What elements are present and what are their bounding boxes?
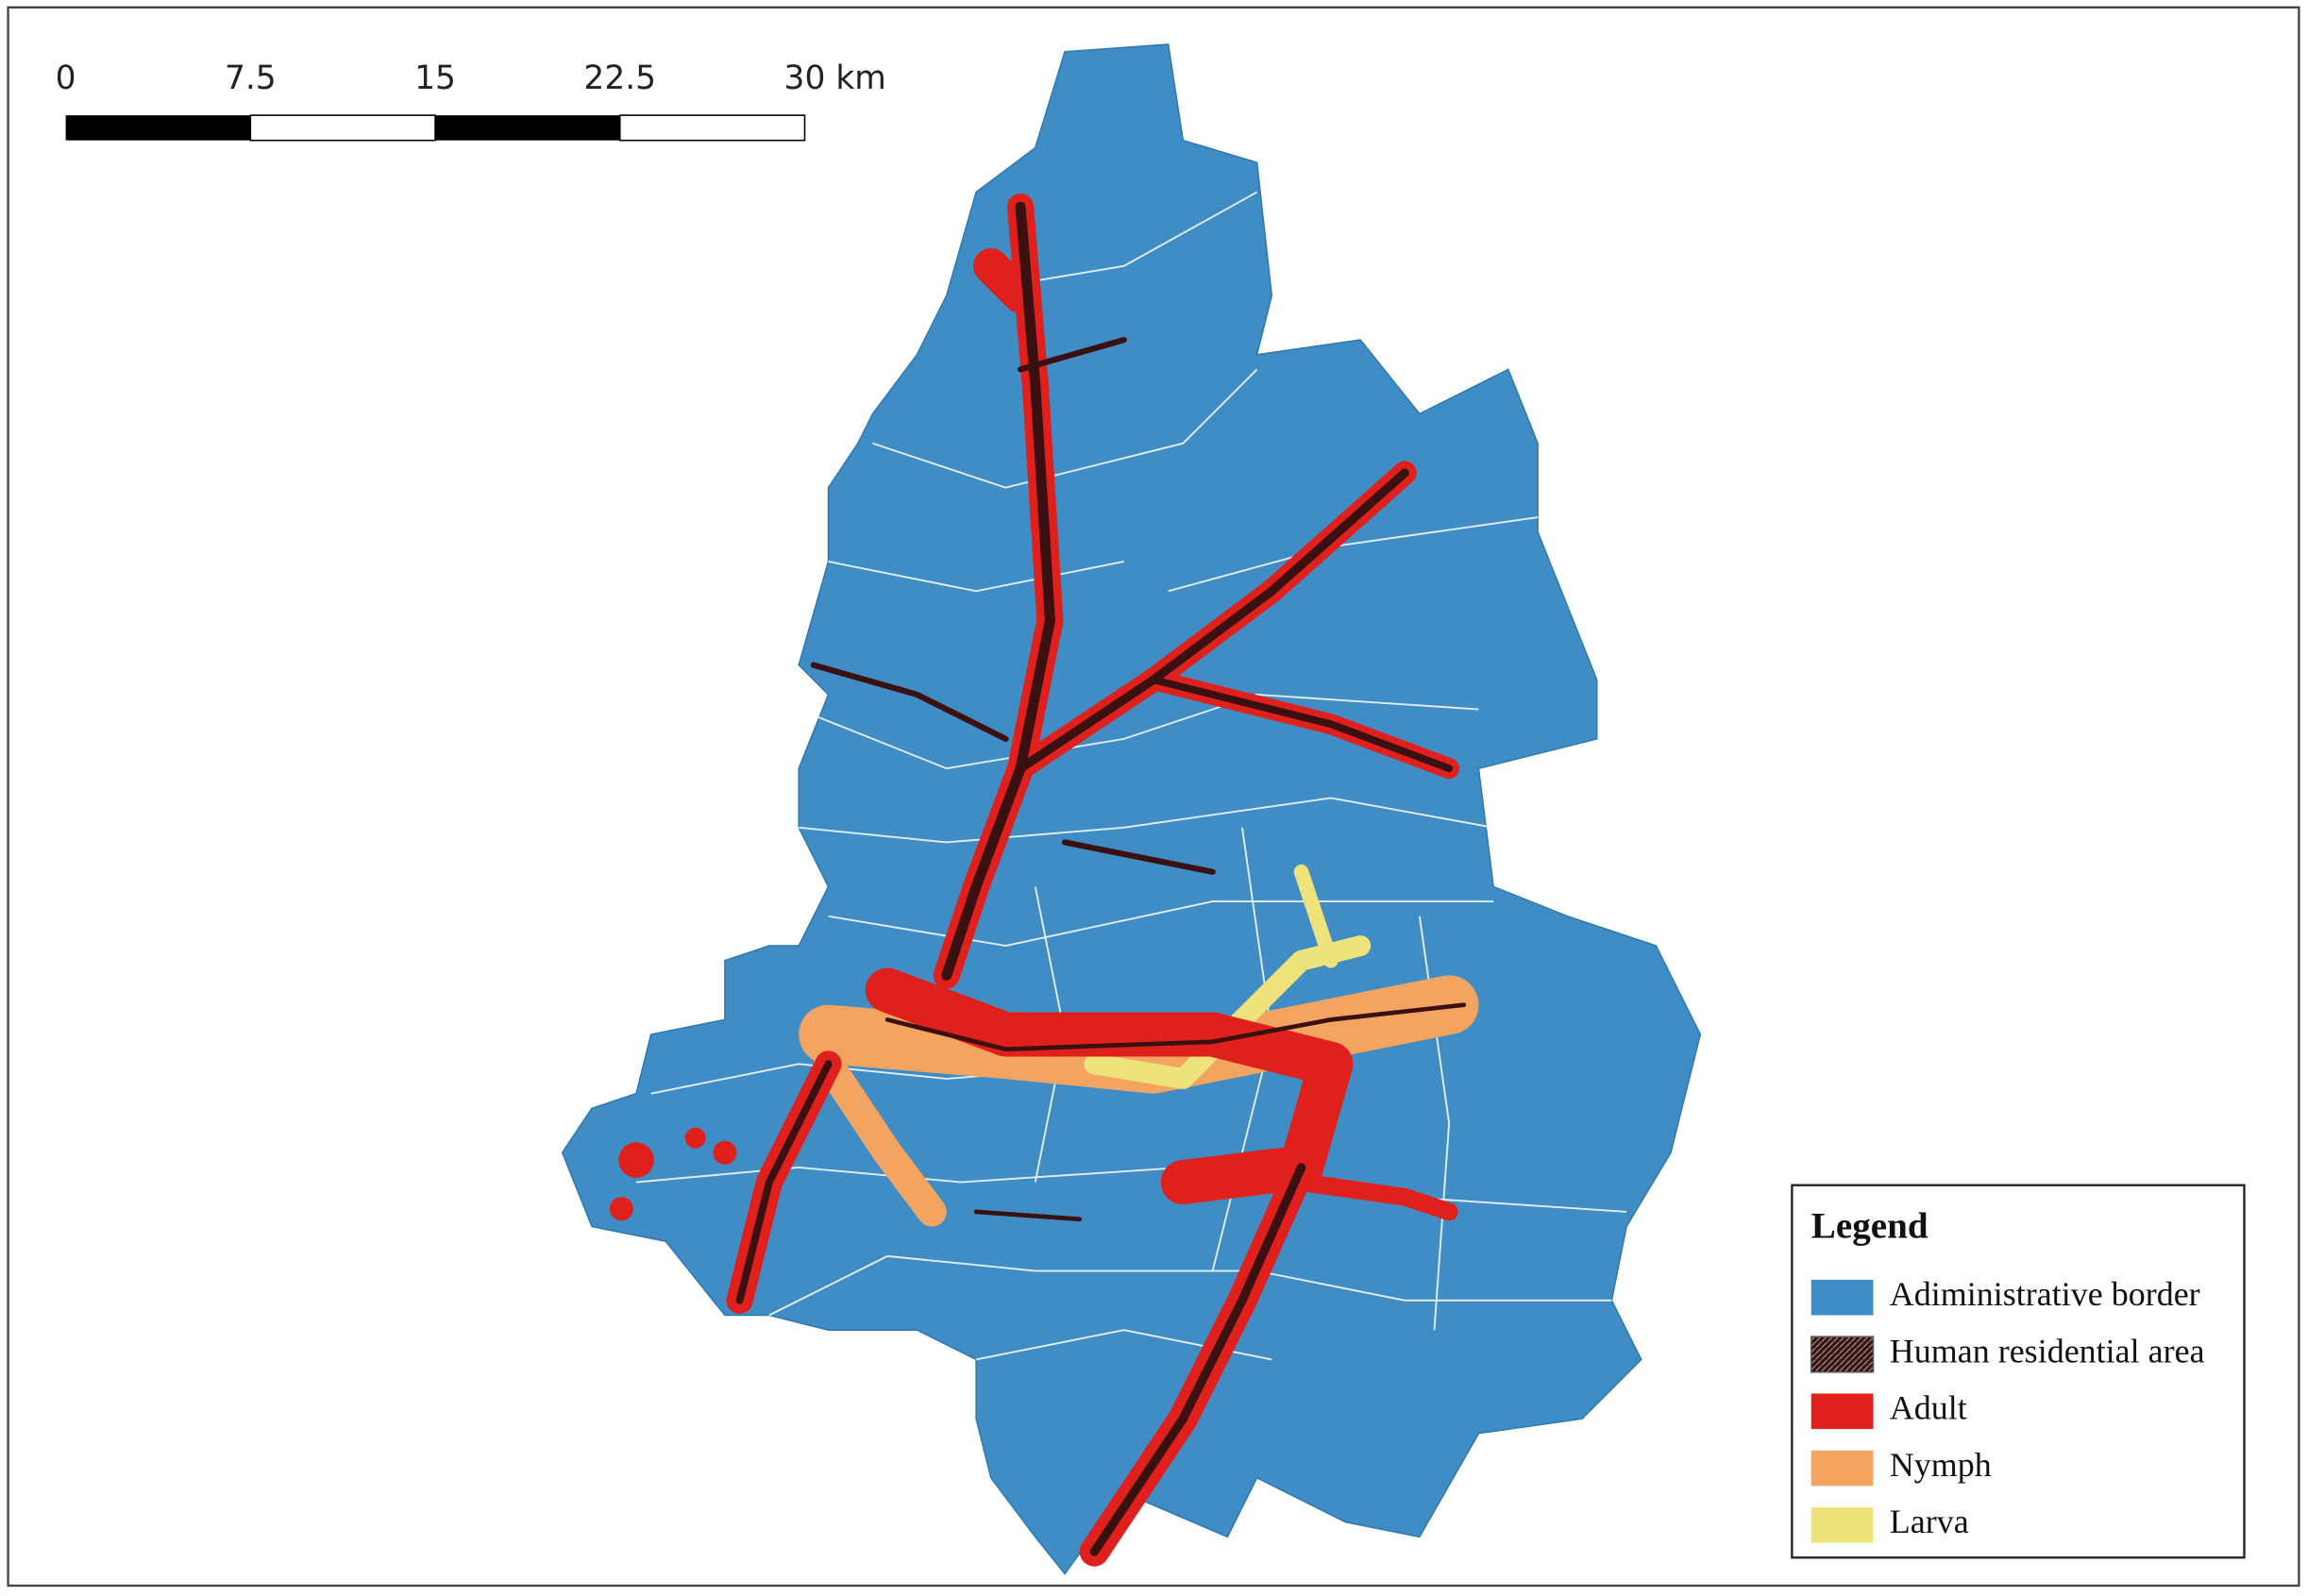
legend-label: Larva bbox=[1890, 1503, 1969, 1540]
scale-label: 15 bbox=[414, 59, 456, 97]
legend-label: Human residential area bbox=[1890, 1332, 2205, 1369]
scale-label: 7.5 bbox=[225, 59, 277, 97]
region bbox=[561, 43, 1702, 1575]
scale-bar bbox=[65, 114, 806, 142]
legend-swatch bbox=[1810, 1450, 1874, 1487]
legend-swatch bbox=[1810, 1393, 1874, 1430]
legend-title: Legend bbox=[1811, 1206, 1928, 1247]
legend-swatch bbox=[1810, 1336, 1875, 1373]
legend-swatch bbox=[1810, 1507, 1874, 1543]
legend-label: Adiministrative border bbox=[1890, 1275, 2200, 1313]
legend-swatch bbox=[1810, 1279, 1874, 1316]
scale-label: 0 bbox=[56, 59, 76, 97]
legend-label: Nymph bbox=[1890, 1446, 1992, 1484]
scale-label: 22.5 bbox=[583, 59, 656, 97]
legend-label: Adult bbox=[1890, 1389, 1967, 1427]
scale-label: 30 km bbox=[784, 59, 886, 97]
